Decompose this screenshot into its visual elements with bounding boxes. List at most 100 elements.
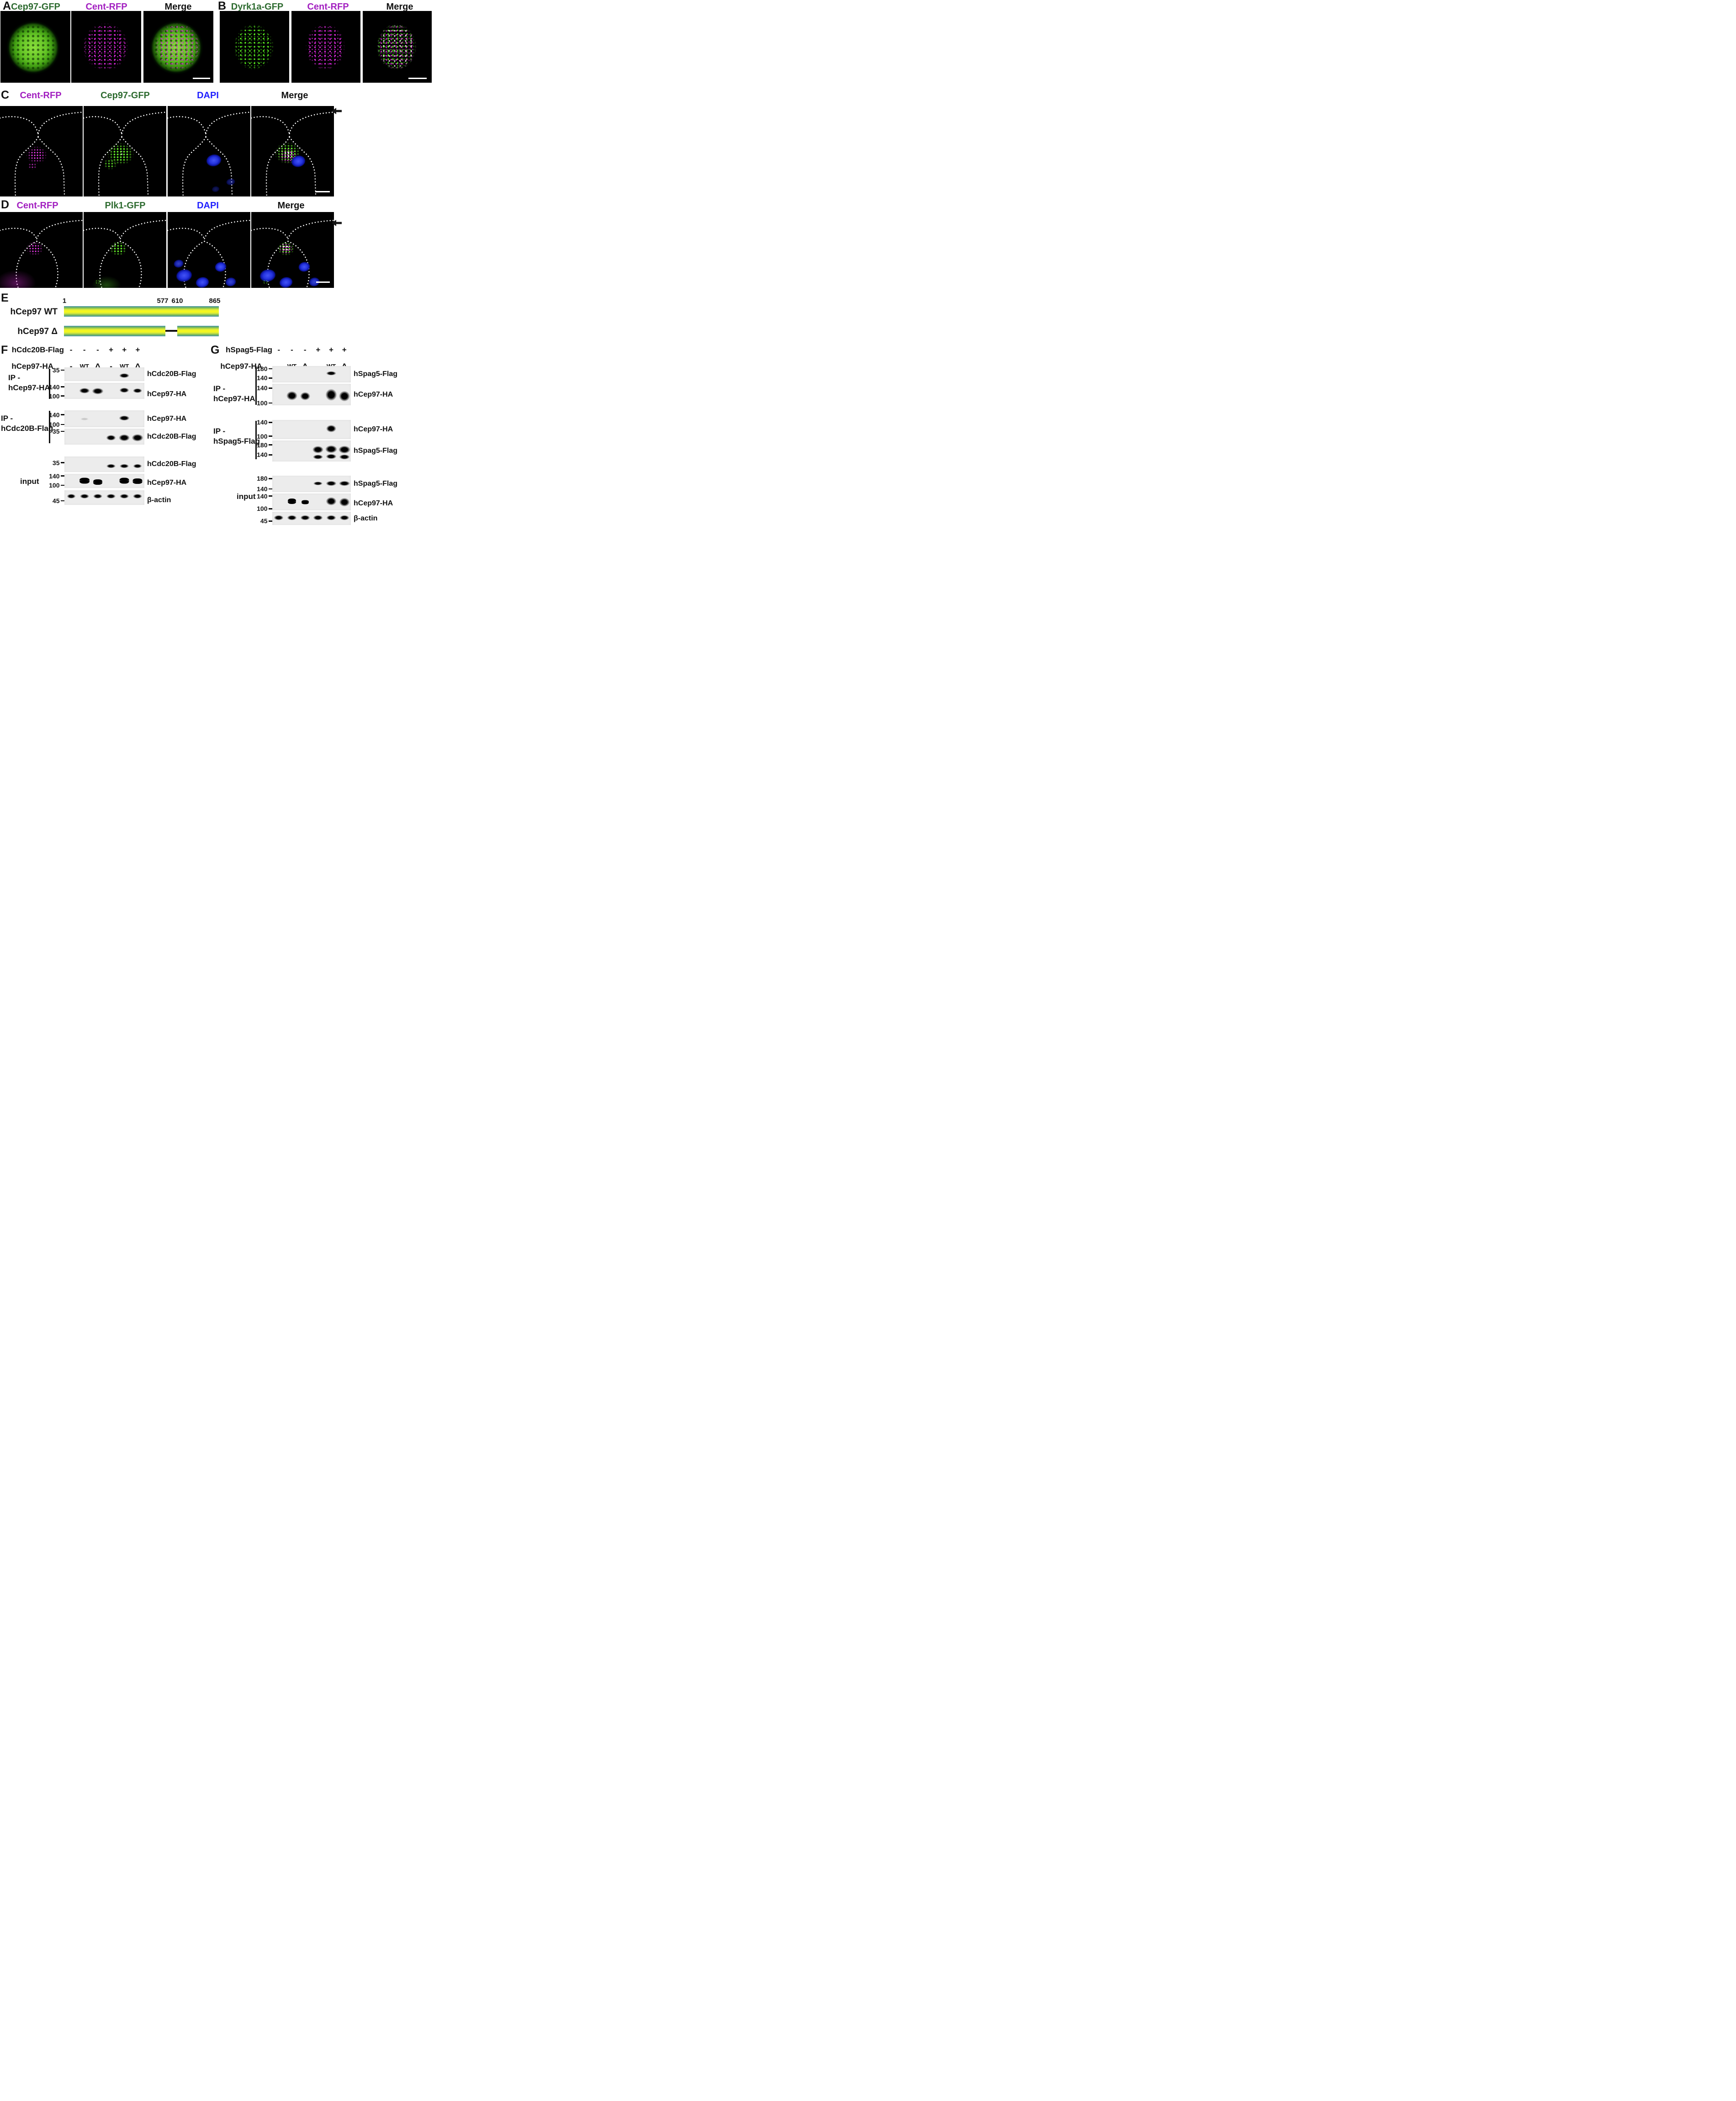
blot-label: hSpag5-Flag [354, 370, 398, 378]
g-ip1-blot1-row: 180 140 hSpag5-Flag [257, 366, 434, 382]
protein-band [79, 494, 89, 499]
micrograph-a-merge [143, 11, 213, 83]
mw-marker: 180 [257, 366, 272, 372]
mw-marker: 140 [49, 473, 64, 479]
mw-marker: 140 [257, 493, 272, 499]
marker-column: 35 [51, 428, 64, 445]
f-header-symbols-flag: - - - + + + [64, 345, 144, 355]
f-ip1-bracket [49, 369, 50, 399]
g-input-label: input [237, 492, 256, 501]
lane-symbol: - [277, 345, 281, 354]
protein-band [300, 515, 310, 520]
signal-cluster [117, 149, 127, 157]
tissue-outline [168, 111, 250, 196]
micrograph-a-cent-rfp [71, 11, 141, 83]
micrograph-c-cep97-gfp [84, 106, 166, 196]
panel-c-letter: C [1, 89, 10, 101]
micrograph-d-dapi [168, 212, 250, 288]
protein-band [301, 500, 309, 504]
micrograph-d-plk1-gfp [84, 212, 166, 288]
panel-c-label-dapi: DAPI [197, 90, 219, 101]
panel-b-label-merge: Merge [386, 2, 413, 12]
mw-marker: 100 [257, 400, 272, 406]
mw-marker: 100 [257, 505, 272, 512]
protein-band [339, 515, 349, 520]
scale-bar [315, 191, 330, 192]
protein-band [106, 464, 116, 468]
g-ip2-bracket [255, 421, 257, 459]
mw-marker: 100 [49, 393, 64, 399]
protein-band [313, 482, 323, 486]
mw-marker: 100 [49, 482, 64, 488]
mw-tick [269, 508, 272, 509]
lane-symbol: + [342, 345, 347, 354]
scale-bar [316, 281, 330, 283]
protein-band [119, 415, 130, 421]
protein-band [92, 388, 104, 395]
g-header-label-ha: hCep97-HA [220, 362, 262, 371]
protein-band [132, 478, 143, 484]
marker-column: 45 [259, 512, 272, 525]
western-blot [272, 493, 351, 510]
panel-a-label-rfp: Cent-RFP [85, 2, 127, 12]
f-ip2-blot2-row: 35 hCdc20B-Flag [51, 428, 243, 445]
protein-band [79, 387, 90, 393]
western-blot [64, 367, 144, 381]
lane-symbol: + [122, 345, 127, 354]
lane-symbol: - [83, 345, 86, 354]
signal-dot [94, 279, 101, 285]
aa-position-610: 610 [171, 297, 183, 305]
colocalization-cluster [279, 242, 293, 254]
background-signal [88, 274, 125, 288]
mw-tick [269, 435, 272, 437]
protein-band [339, 498, 350, 507]
mw-marker: 180 [257, 475, 272, 482]
blot-label: hCdc20B-Flag [147, 460, 196, 468]
western-blot [64, 456, 144, 472]
domain-bar-delta-right [177, 326, 219, 336]
micrograph-d-merge [251, 212, 334, 288]
g-header-row-flag: hSpag5-Flag - - - + + + [210, 345, 351, 355]
protein-band [80, 417, 89, 420]
mw-tick [269, 454, 272, 456]
mw-tick [269, 402, 272, 404]
western-blot [272, 384, 351, 405]
f-ip1-label: IP - hCep97-HA [8, 373, 50, 392]
blot-label: hSpag5-Flag [354, 480, 398, 488]
protein-band [300, 392, 310, 401]
cell-texture [0, 11, 70, 83]
mw-marker: 35 [53, 428, 64, 435]
mw-tick [61, 462, 64, 463]
protein-band [326, 481, 337, 486]
panel-a-letter: A [3, 0, 11, 12]
aa-position-865: 865 [209, 297, 221, 305]
protein-band [119, 478, 129, 484]
mw-tick [269, 387, 272, 389]
f-header-row-flag: hCdc20B-Flag - - - + + + [0, 345, 144, 355]
micrograph-b-merge [363, 11, 432, 83]
protein-band [339, 481, 350, 486]
g-input-blot3-row: 45 β-actin [259, 512, 434, 525]
mw-tick [269, 520, 272, 522]
marker-column: 180 140 [257, 440, 272, 462]
aa-position-577: 577 [157, 297, 169, 305]
g-input-blot1-row: 180 140 hSpag5-Flag [257, 475, 434, 492]
mw-marker: 140 [49, 412, 64, 418]
mw-tick [269, 444, 272, 446]
micrograph-c-cent-rfp [0, 106, 83, 196]
panel-a-label-merge: Merge [164, 2, 192, 12]
blot-label: hCep97-HA [147, 479, 187, 487]
western-blot [64, 490, 144, 505]
tissue-outline [251, 220, 334, 288]
panel-g-letter: G [211, 344, 220, 356]
protein-band [106, 494, 116, 499]
mw-tick [269, 495, 272, 497]
protein-band [326, 371, 336, 376]
panel-a-label-gfp: Cep97-GFP [11, 2, 60, 12]
mw-marker: 140 [257, 451, 272, 458]
protein-band [133, 388, 143, 393]
marker-column: 140 100 [257, 419, 272, 440]
protein-band [313, 454, 323, 459]
scale-bar [408, 78, 427, 79]
protein-band [326, 515, 336, 520]
